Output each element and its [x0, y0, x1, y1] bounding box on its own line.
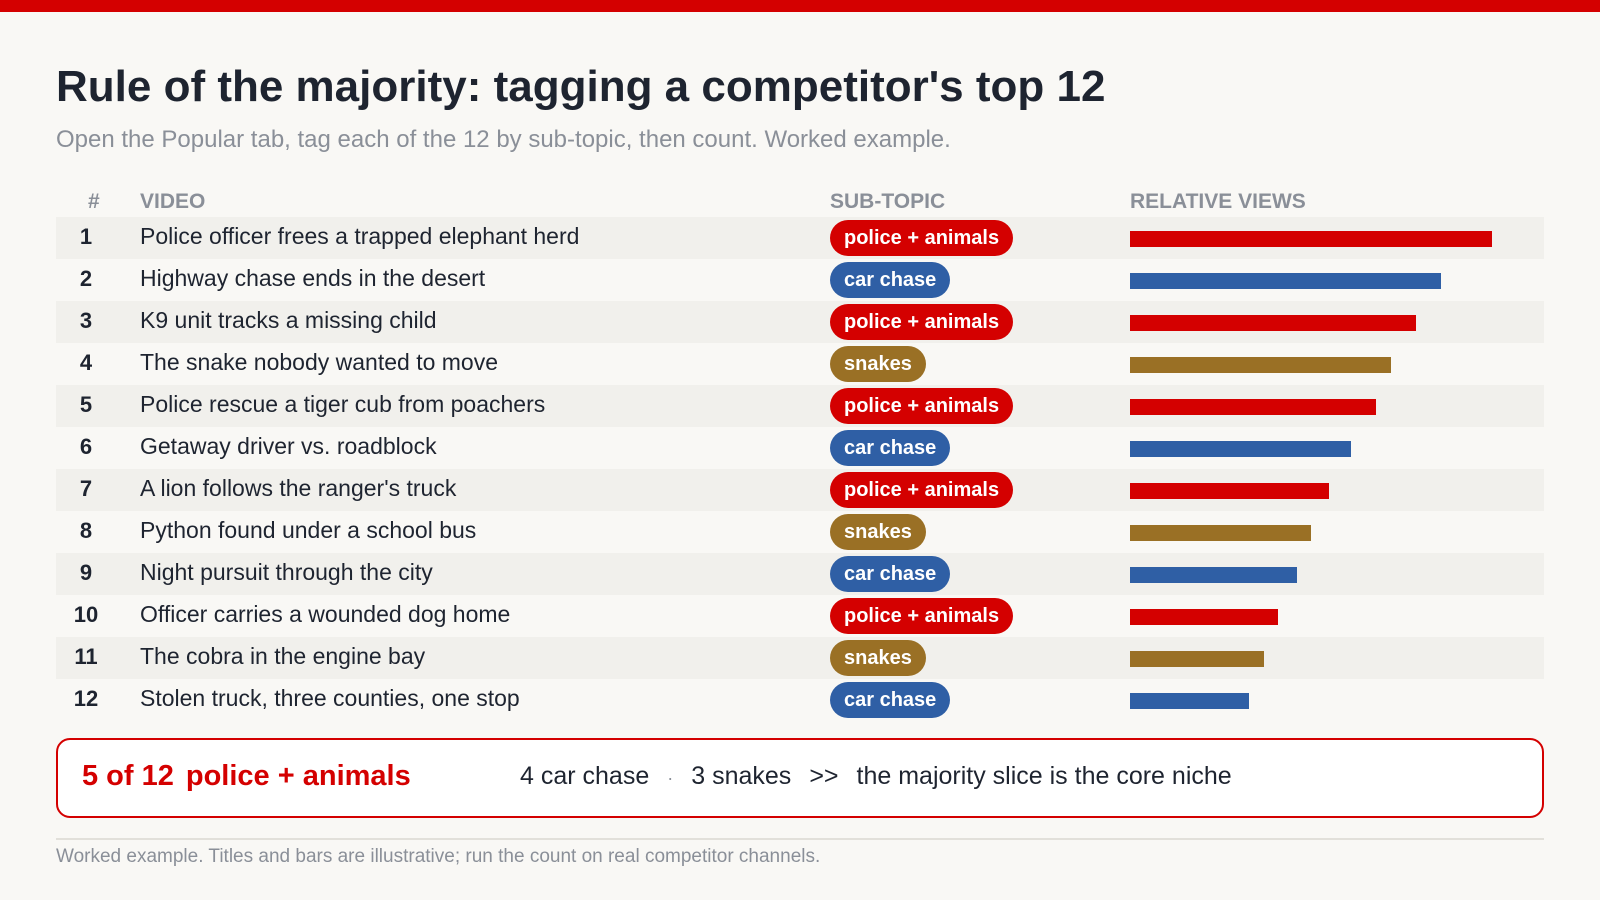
table-row: 9 Night pursuit through the city car chase	[56, 553, 1544, 595]
table-row: 10 Officer carries a wounded dog home poli…	[56, 595, 1544, 637]
top-accent-bar	[0, 0, 1600, 12]
row-rank: 2	[79, 266, 93, 291]
row-video-title: Police rescue a tiger cub from poachers	[140, 391, 546, 417]
views-bar	[1130, 483, 1329, 499]
row-rank: 6	[79, 434, 93, 459]
row-rank: 7	[79, 476, 93, 501]
row-rank: 8	[79, 518, 93, 543]
column-header-relative-views: RELATIVE VIEWS	[1130, 190, 1306, 213]
page-title: Rule of the majority: tagging a competit…	[56, 62, 1106, 111]
row-video-title: The snake nobody wanted to move	[140, 349, 499, 375]
views-bar	[1130, 273, 1441, 289]
row-rank: 5	[79, 392, 93, 417]
summary-lead-count: 5 of 12	[82, 760, 174, 792]
page-subtitle: Open the Popular tab, tag each of the 12…	[56, 126, 951, 153]
row-rank: 4	[79, 350, 93, 375]
views-bar	[1130, 441, 1351, 457]
table-row: 12 Stolen truck, three counties, one stop…	[56, 679, 1544, 721]
column-header-video: VIDEO	[140, 190, 206, 213]
table-row: 1 Police officer frees a trapped elephant…	[56, 217, 1544, 259]
subtopic-badge: snakes	[830, 514, 926, 550]
row-video-title: Python found under a school bus	[140, 517, 477, 543]
subtopic-badge: police + animals	[830, 472, 1014, 508]
views-bar	[1130, 357, 1391, 373]
summary-separator-dot: ·	[667, 768, 674, 788]
ranking-table: 1 Police officer frees a trapped elephant…	[56, 217, 1544, 721]
footer-divider	[56, 838, 1544, 840]
row-video-title: Getaway driver vs. roadblock	[140, 433, 437, 459]
footnote: Worked example. Titles and bars are illu…	[56, 846, 821, 867]
row-video-title: Stolen truck, three counties, one stop	[140, 685, 520, 711]
row-rank: 12	[73, 686, 99, 711]
row-video-title: The cobra in the engine bay	[140, 643, 426, 669]
table-row: 6 Getaway driver vs. roadblock car chase	[56, 427, 1544, 469]
summary-breakdown: 4 car chase · 3 snakes >> the majority slice…	[520, 740, 1232, 814]
subtopic-badge: car chase	[830, 262, 951, 298]
table-row: 4 The snake nobody wanted to move snakes	[56, 343, 1544, 385]
views-bar	[1130, 651, 1264, 667]
subtopic-badge: police + animals	[830, 220, 1014, 256]
row-video-title: A lion follows the ranger's truck	[140, 475, 457, 501]
row-video-title: Night pursuit through the city	[140, 559, 433, 585]
row-rank: 10	[73, 602, 99, 627]
views-bar	[1130, 567, 1297, 583]
table-row: 7 A lion follows the ranger's truck police…	[56, 469, 1544, 511]
column-header-subtopic: SUB-TOPIC	[830, 190, 946, 213]
views-bar	[1130, 399, 1376, 415]
views-bar	[1130, 231, 1492, 247]
table-row: 5 Police rescue a tiger cub from poachers…	[56, 385, 1544, 427]
subtopic-badge: car chase	[830, 430, 951, 466]
summary-box: 5 of 12 police + animals 4 car chase · 3 sn…	[56, 738, 1544, 818]
summary-conclusion: the majority slice is the core niche	[856, 762, 1232, 790]
table-row: 3 K9 unit tracks a missing child police + …	[56, 301, 1544, 343]
row-video-title: K9 unit tracks a missing child	[140, 307, 437, 333]
row-rank: 11	[74, 644, 98, 669]
subtopic-badge: police + animals	[830, 388, 1014, 424]
subtopic-badge: police + animals	[830, 598, 1014, 634]
subtopic-badge: car chase	[830, 556, 951, 592]
subtopic-badge: snakes	[830, 640, 926, 676]
row-video-title: Police officer frees a trapped elephant …	[140, 223, 580, 249]
subtopic-badge: police + animals	[830, 304, 1014, 340]
subtopic-badge: snakes	[830, 346, 926, 382]
views-bar	[1130, 693, 1249, 709]
table-row: 2 Highway chase ends in the desert car cha…	[56, 259, 1544, 301]
row-video-title: Highway chase ends in the desert	[140, 265, 486, 291]
summary-arrow: >>	[809, 762, 839, 790]
table-row: 8 Python found under a school bus snakes	[56, 511, 1544, 553]
views-bar	[1130, 315, 1416, 331]
row-rank: 1	[79, 224, 93, 249]
table-row: 11 The cobra in the engine bay snakes	[56, 637, 1544, 679]
row-video-title: Officer carries a wounded dog home	[140, 601, 511, 627]
summary-lead-topic: police + animals	[185, 760, 411, 792]
row-rank: 9	[79, 560, 93, 585]
views-bar	[1130, 525, 1311, 541]
subtopic-badge: car chase	[830, 682, 951, 718]
summary-snakes-count: 3 snakes	[691, 762, 792, 790]
summary-car-chase-count: 4 car chase	[520, 762, 650, 790]
column-header-rank: #	[88, 190, 100, 213]
summary-lead: 5 of 12 police + animals	[82, 740, 423, 812]
views-bar	[1130, 609, 1278, 625]
row-rank: 3	[79, 308, 93, 333]
